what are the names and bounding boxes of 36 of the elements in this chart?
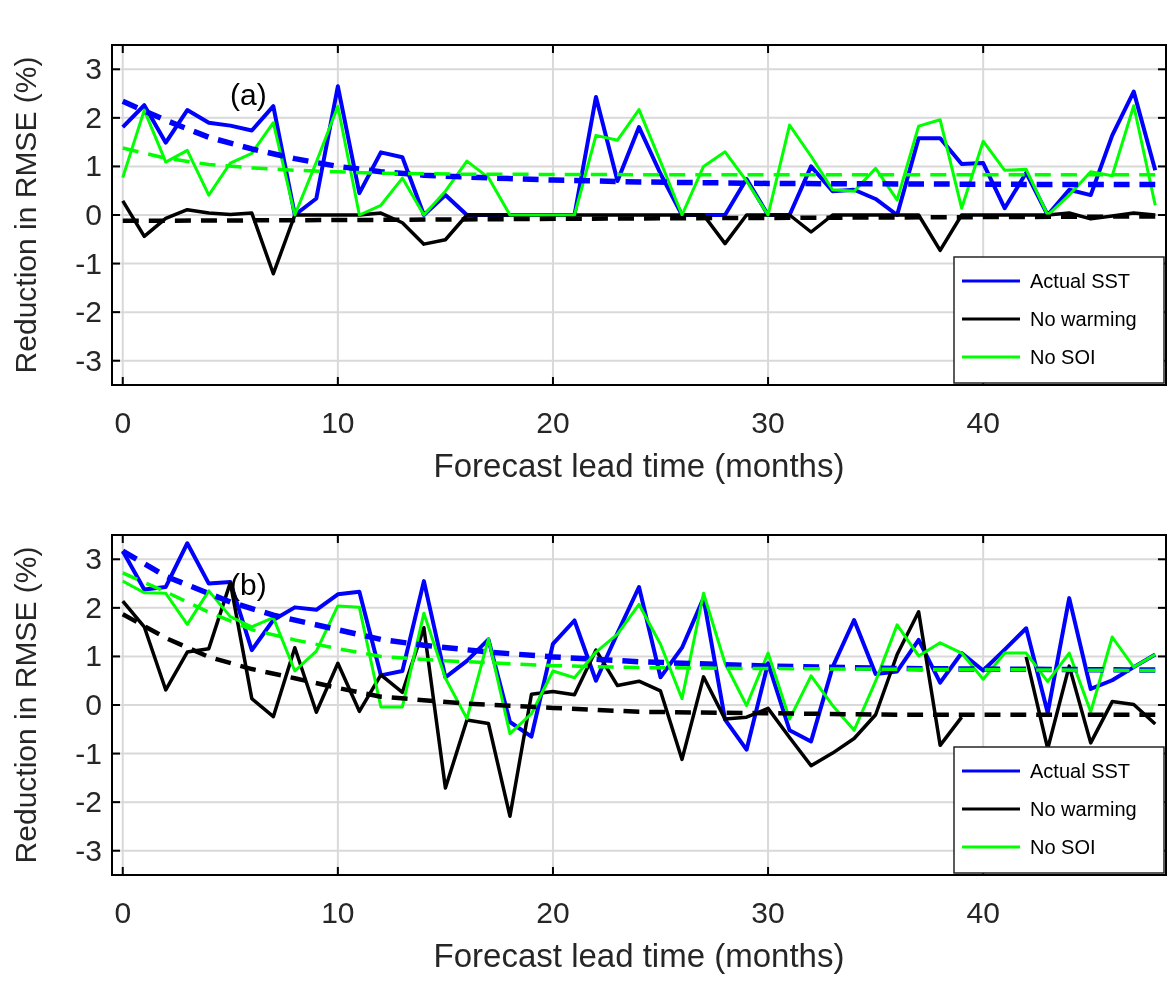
y-tick-label: 2	[85, 100, 102, 134]
x-tick-label: 10	[321, 406, 355, 439]
y-tick-label: -2	[75, 295, 102, 329]
annotation: (a)	[230, 78, 267, 111]
y-tick-label: 3	[85, 542, 102, 576]
x-axis-title: Forecast lead time (months)	[433, 447, 845, 484]
x-tick-label: 40	[966, 896, 1000, 929]
x-tick-label: 0	[114, 896, 132, 929]
x-tick-label: 20	[536, 896, 570, 929]
legend-label: No SOI	[1030, 836, 1096, 858]
x-tick-label: 0	[114, 406, 132, 439]
x-tick-label: 30	[751, 406, 785, 439]
x-tick-label: 40	[966, 406, 1000, 439]
x-tick-label: 20	[536, 406, 570, 439]
x-axis-title: Forecast lead time (months)	[433, 937, 845, 974]
annotation: (b)	[230, 568, 267, 601]
legend-label: No SOI	[1030, 346, 1096, 368]
y-axis-title: Reduction in RMSE (%)	[9, 546, 42, 864]
legend-label: Actual SST	[1030, 270, 1131, 292]
y-axis-title: Reduction in RMSE (%)	[9, 56, 42, 374]
x-tick-label: 10	[321, 896, 355, 929]
legend-label: Actual SST	[1030, 760, 1131, 782]
y-tick-label: 0	[85, 688, 102, 721]
y-tick-label: -3	[75, 833, 102, 867]
legend-label: No warming	[1030, 308, 1137, 330]
y-tick-label: -1	[75, 246, 102, 280]
y-tick-label: 1	[85, 639, 102, 673]
y-tick-label: 1	[85, 149, 102, 183]
y-tick-label: 2	[85, 590, 102, 624]
y-tick-label: 3	[85, 52, 102, 86]
y-tick-label: -1	[75, 736, 102, 770]
x-tick-label: 30	[751, 896, 785, 929]
y-tick-label: -2	[75, 785, 102, 819]
y-tick-label: 0	[85, 198, 102, 231]
y-tick-label: -3	[75, 343, 102, 377]
legend-label: No warming	[1030, 798, 1137, 820]
